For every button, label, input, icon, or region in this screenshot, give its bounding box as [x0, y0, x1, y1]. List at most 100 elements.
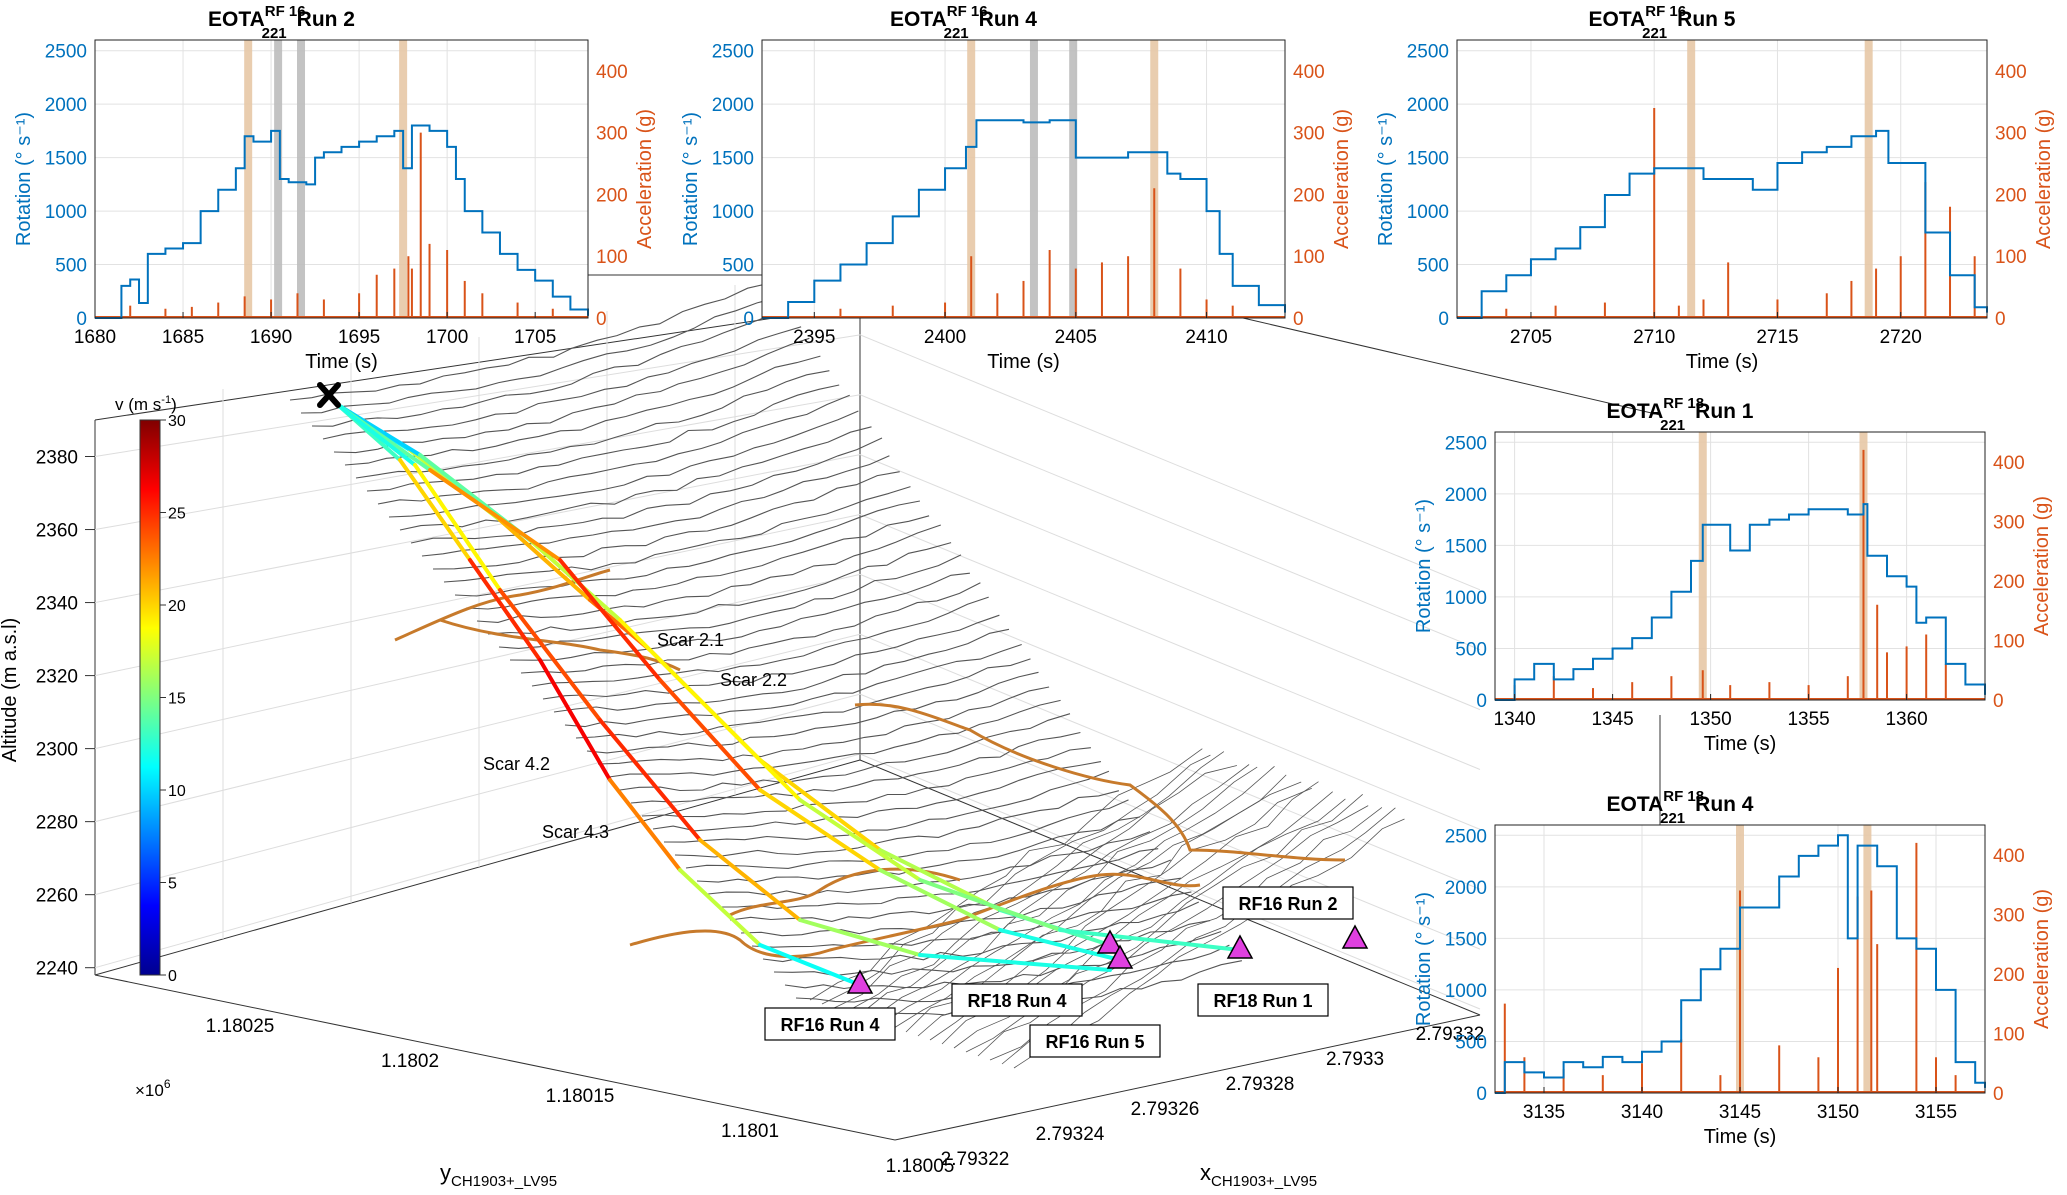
acceleration-axis-label: Acceleration (g) — [634, 109, 656, 249]
run-label-rf16-run5: RF16 Run 5 — [1029, 1024, 1161, 1058]
x-tick-label: 1360 — [1885, 709, 1927, 730]
y-tick-label: 1.18015 — [546, 1086, 615, 1107]
y-right-tick-label: 300 — [596, 124, 628, 145]
wall-grid-line — [859, 633, 1481, 890]
wall-grid-line — [94, 753, 861, 969]
contour-line — [388, 410, 859, 518]
wall-grid-line — [859, 334, 1481, 591]
panel-rf16-run2: 1680 1685 1690 1695 1700 17050500100015002000… — [13, 3, 656, 373]
highlight-band — [1863, 825, 1872, 1093]
y-right-tick-label: 400 — [1993, 846, 2025, 867]
panel-title: EOTARF 18 221Run 1 — [1606, 395, 1753, 434]
scar-outlines — [394, 568, 1346, 959]
panel-title: EOTARF 16 221Run 5 — [1588, 3, 1735, 42]
altitude-tick-label: 2380 — [36, 448, 78, 469]
acceleration-axis-label: Acceleration (g) — [2033, 109, 2055, 249]
y-left-tick-label: 1000 — [1445, 981, 1487, 1002]
y-left-tick-label: 2000 — [45, 95, 87, 116]
y-right-tick-label: 0 — [1293, 309, 1304, 330]
colorbar-gradient — [139, 419, 161, 976]
scar-label-2-1: Scar 2.1 — [657, 630, 724, 650]
highlight-band — [1069, 40, 1078, 318]
y-left-tick-label: 2500 — [45, 42, 87, 63]
contour-line — [652, 761, 1101, 832]
rotation-line — [1457, 129, 1988, 319]
start-marker-x — [317, 382, 341, 408]
scar-outline-lower-2 — [729, 867, 961, 917]
rotation-line — [1495, 503, 1986, 701]
trajectory-segment — [558, 558, 662, 682]
colorbar-ticks: 0 5 10 15 20 25 30 — [160, 413, 186, 985]
altitude-tick-label: 2260 — [36, 886, 78, 907]
y-left-tick-label: 1000 — [712, 202, 754, 223]
contour-line — [663, 770, 1110, 843]
x-tick-label: 1695 — [338, 327, 380, 348]
wall-grid-line — [94, 454, 861, 604]
x-tick-label: 2.79324 — [1036, 1124, 1105, 1145]
contour-line — [421, 455, 890, 557]
x-tick-label: 1680 — [74, 327, 116, 348]
scar-outline-upper — [394, 568, 611, 642]
y-left-tick-label: 500 — [55, 256, 87, 277]
trajectory-segment — [428, 468, 562, 562]
trajectory-segment — [698, 838, 802, 922]
contour-line — [498, 554, 962, 649]
y-right-tick-label: 300 — [1995, 124, 2027, 145]
end-markers — [846, 924, 1369, 994]
highlight-band — [297, 40, 306, 318]
y-right-tick-label: 0 — [1993, 691, 2004, 712]
terrain-grid — [94, 285, 1481, 1010]
x-tick-label: 3135 — [1523, 1102, 1565, 1123]
y-right-tick-label: 300 — [1993, 905, 2025, 926]
contour-line — [857, 764, 1250, 1017]
y-coordinate-ticks: 1.18025 1.1802 1.18015 1.1801 1.18005 — [206, 1016, 955, 1177]
colorbar-label: v (m s-1) — [115, 394, 177, 414]
y-right-tick-label: 100 — [1993, 631, 2025, 652]
x-tick-label: 2410 — [1185, 327, 1227, 348]
panel-title: EOTARF 16 221Run 4 — [890, 3, 1037, 42]
y-right-tick-label: 400 — [1993, 453, 2025, 474]
y-left-tick-label: 1500 — [1445, 536, 1487, 557]
x-axis-label: Time (s) — [305, 351, 378, 373]
panel-title: EOTARF 18 221Run 4 — [1606, 788, 1753, 827]
contour-line — [685, 799, 1129, 869]
contour-line — [333, 337, 810, 454]
rotation-axis-label: Rotation (° s⁻¹) — [1375, 112, 1397, 246]
speed-colorbar: 0 5 10 15 20 25 30 v (m s-1) — [115, 394, 186, 985]
trajectory-segment — [758, 788, 882, 872]
panel-rf16-run5: 2705 2710 2715 2720 0 500 1000 1500 2000 2500 0 100… — [1375, 3, 2055, 373]
x-tick-label: 2.79322 — [941, 1149, 1010, 1170]
x-tick-label: 3150 — [1817, 1102, 1859, 1123]
x-tick-label: 2710 — [1633, 327, 1675, 348]
scar-label-4-2: Scar 4.2 — [483, 754, 550, 774]
y-left-tick-label: 2500 — [712, 42, 754, 63]
contour-line — [586, 671, 1039, 754]
y-right-tick-label: 400 — [596, 62, 628, 83]
y-left-tick-label: 0 — [743, 309, 754, 330]
scar-outline-right — [854, 702, 1346, 862]
x-tick-label: 1700 — [426, 327, 468, 348]
end-triangle — [1341, 924, 1369, 949]
y-right-tick-label: 300 — [1293, 124, 1325, 145]
x-tick-label: 2.79326 — [1131, 1099, 1200, 1120]
contour-line — [641, 747, 1091, 818]
x-tick-label: 1690 — [250, 327, 292, 348]
contour-line — [674, 790, 1120, 858]
y-left-tick-label: 1500 — [712, 149, 754, 170]
trajectory-segment — [413, 463, 502, 592]
x-axis-label: Time (s) — [987, 351, 1060, 373]
y-left-tick-label: 0 — [1438, 309, 1449, 330]
y-left-tick-label: 0 — [76, 309, 87, 330]
rotation-axis-label: Rotation (° s⁻¹) — [1413, 892, 1435, 1026]
contour-line — [509, 572, 970, 661]
altitude-tick-label: 2360 — [36, 521, 78, 542]
rock-trajectories — [336, 403, 1242, 987]
x-tick-label: 2405 — [1055, 327, 1097, 348]
rotation-axis-label: Rotation (° s⁻¹) — [680, 112, 702, 246]
y-left-tick-label: 1500 — [45, 149, 87, 170]
x-axis-label: Time (s) — [1686, 351, 1759, 373]
y-left-tick-label: 2000 — [1407, 95, 1449, 116]
x-tick-label: 2.79328 — [1226, 1074, 1295, 1095]
x-tick-label: 1345 — [1591, 709, 1633, 730]
wall-grid-line — [94, 573, 861, 750]
